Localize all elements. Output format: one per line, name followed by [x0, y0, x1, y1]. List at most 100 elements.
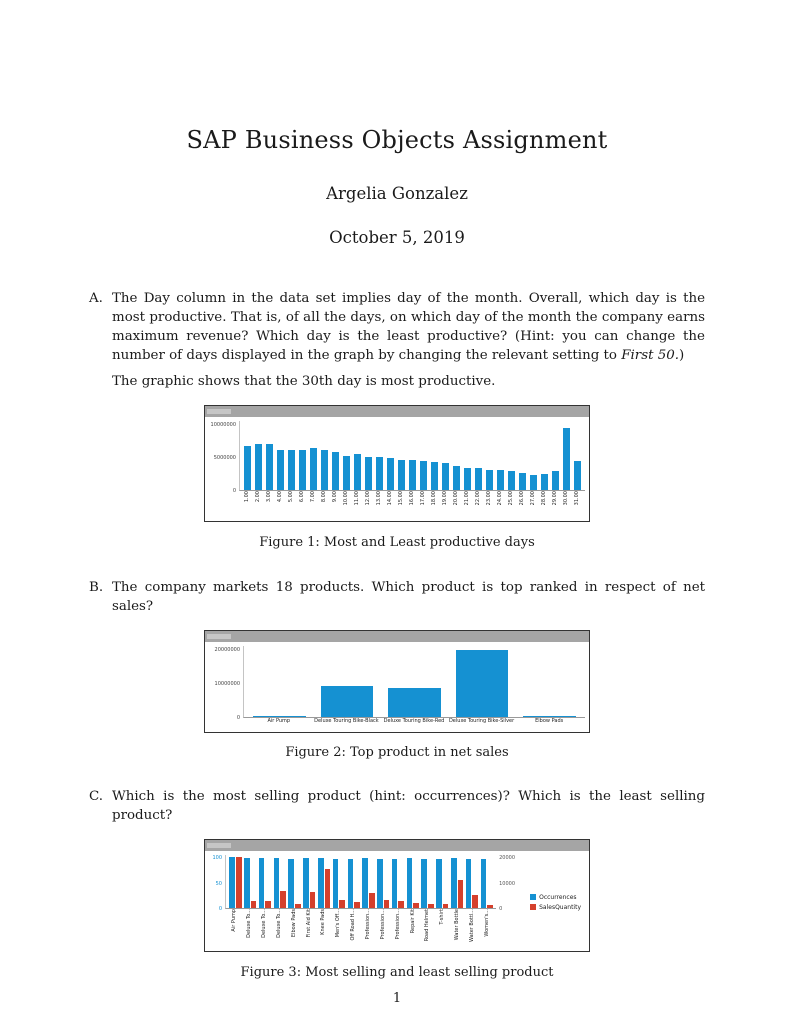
y-axis-tick-label: 0 [232, 488, 236, 495]
x-axis-tick-label: Deluxe To... [261, 909, 268, 939]
question-a-text-italic: First 50. [621, 348, 679, 364]
figure-1-chart: 10000000 5000000 0 1.00 2.00 3.00 4.00 5.00 6.00… [205, 417, 589, 521]
x-axis-tick: 10.00 [340, 491, 351, 519]
bar-revenue [573, 460, 582, 491]
bar-group [346, 855, 361, 909]
author-name: Argelia Gonzalez [326, 184, 468, 203]
x-axis-tick: 4.00 [274, 491, 285, 519]
bar-revenue [518, 472, 527, 491]
x-axis-tick: 3.00 [263, 491, 274, 519]
x-axis-tick: Water Bottle [450, 909, 465, 949]
y-axis-tick-label: 0 [218, 906, 222, 913]
bar-salesquantity [309, 892, 316, 909]
y-axis-tick-label: 20000 [499, 854, 515, 861]
figure-2-caption: Figure 2: Top product in net sales [285, 745, 509, 761]
document-date: October 5, 2019 [329, 228, 465, 247]
bar-group [407, 421, 418, 491]
x-axis-tick: Off Road H... [346, 909, 361, 949]
bar-salesquantity [368, 893, 375, 909]
x-axis-tick: 22.00 [473, 491, 484, 519]
bar-salesquantity [442, 904, 449, 909]
y-axis-left: 100 50 0 [209, 855, 225, 913]
x-axis-tick-label: 14.00 [386, 491, 393, 506]
bar-group [381, 646, 448, 718]
bar-group [317, 855, 332, 909]
x-axis-tick: Deluxe To... [272, 909, 287, 949]
bar-occurrences [303, 858, 309, 909]
y-axis-tick-label: 10000000 [214, 680, 240, 687]
bar-group [361, 855, 376, 909]
x-axis-tick: Women's... [479, 909, 494, 949]
x-axis-tick-label: 4.00 [276, 491, 283, 503]
x-axis-tick-label: Air Pump [267, 718, 291, 725]
x-axis-tick: Profession... [390, 909, 405, 949]
bar-group [539, 421, 550, 491]
figure-1-caption: Figure 1: Most and Least productive days [259, 535, 535, 551]
chart-titlebar-chip [207, 409, 231, 415]
bar-revenue [265, 444, 274, 491]
x-axis-tick-label: Men's Off... [335, 909, 342, 938]
question-a-body: The Day column in the data set implies d… [112, 289, 705, 391]
bar-group [429, 421, 440, 491]
bar-group [319, 421, 330, 491]
bar-revenue [507, 470, 516, 491]
x-axis-tick-label: Air Pump [231, 909, 238, 932]
x-axis-tick: 5.00 [285, 491, 296, 519]
bar-occurrences [273, 857, 280, 909]
x-axis-tick-label: Repair Kit [409, 909, 416, 934]
x-axis-tick-label: 20.00 [453, 491, 460, 506]
y-axis-left: 10000000 5000000 0 [209, 421, 239, 495]
x-axis-tick: Profession... [361, 909, 376, 949]
question-a-text-suffix: ) [679, 348, 685, 364]
bar-group [479, 855, 494, 909]
bar-revenue [430, 461, 439, 491]
bar-group [243, 855, 258, 909]
question-c-label: C. [89, 789, 104, 805]
bar-group [435, 855, 450, 909]
question-c-body: Which is the most selling product (hint:… [112, 787, 705, 825]
x-axis-tick-label: 11.00 [353, 491, 360, 506]
bar-revenue [562, 427, 571, 491]
bar-group [331, 855, 346, 909]
x-axis-tick: Deluxe To... [257, 909, 272, 949]
x-axis-tick: 6.00 [296, 491, 307, 519]
x-axis-tick: 16.00 [406, 491, 417, 519]
x-axis-tick-label: 10.00 [342, 491, 349, 506]
x-axis-labels: 1.00 2.00 3.00 4.00 5.00 6.00 7.00 8.00 9.00 10.0… [239, 491, 585, 519]
bar-group [376, 855, 391, 909]
x-axis-tick-label: 17.00 [420, 491, 427, 506]
x-axis-tick: 7.00 [307, 491, 318, 519]
x-axis-tick-label: Women's... [483, 909, 490, 937]
bar-group [405, 855, 420, 909]
figure-1-frame: 10000000 5000000 0 1.00 2.00 3.00 4.00 5.00 6.00… [204, 405, 590, 523]
legend-swatch [530, 904, 537, 911]
bar-revenue [419, 460, 428, 491]
question-item-c: C. Which is the most selling product (hi… [89, 787, 705, 825]
x-axis-tick-label: Knee Pads [320, 909, 327, 936]
bar-group [253, 421, 264, 491]
bar-revenue [474, 468, 483, 491]
bar-occurrences [391, 858, 398, 909]
figure-3-caption: Figure 3: Most selling and least selling… [240, 965, 554, 981]
x-axis-tick-label: Deluxe To... [275, 909, 282, 939]
question-a-text-main: The Day column in the data set implies d… [112, 291, 705, 364]
x-axis-tick: 23.00 [484, 491, 495, 519]
bar-revenue [342, 455, 351, 491]
bar-group [385, 421, 396, 491]
bar-group [275, 421, 286, 491]
legend-item: Occurrences [530, 894, 581, 901]
chart-window-titlebar [205, 406, 589, 418]
x-axis-tick: Air Pump [227, 909, 242, 949]
chart-legend: Occurrences SalesQuantity [522, 894, 585, 911]
bar-group [246, 646, 313, 718]
bar-salesquantity [428, 903, 434, 909]
bar-revenue [463, 468, 472, 491]
bar-revenue [408, 459, 417, 491]
bar-salesquantity [324, 869, 331, 909]
bar-revenue [287, 449, 296, 491]
bar-revenue [551, 470, 560, 491]
bar-occurrences [465, 858, 472, 909]
figure-3-chart: 100 50 0 Air Pump Deluxe To... Deluxe To... De… [205, 851, 589, 951]
bar-group [341, 421, 352, 491]
